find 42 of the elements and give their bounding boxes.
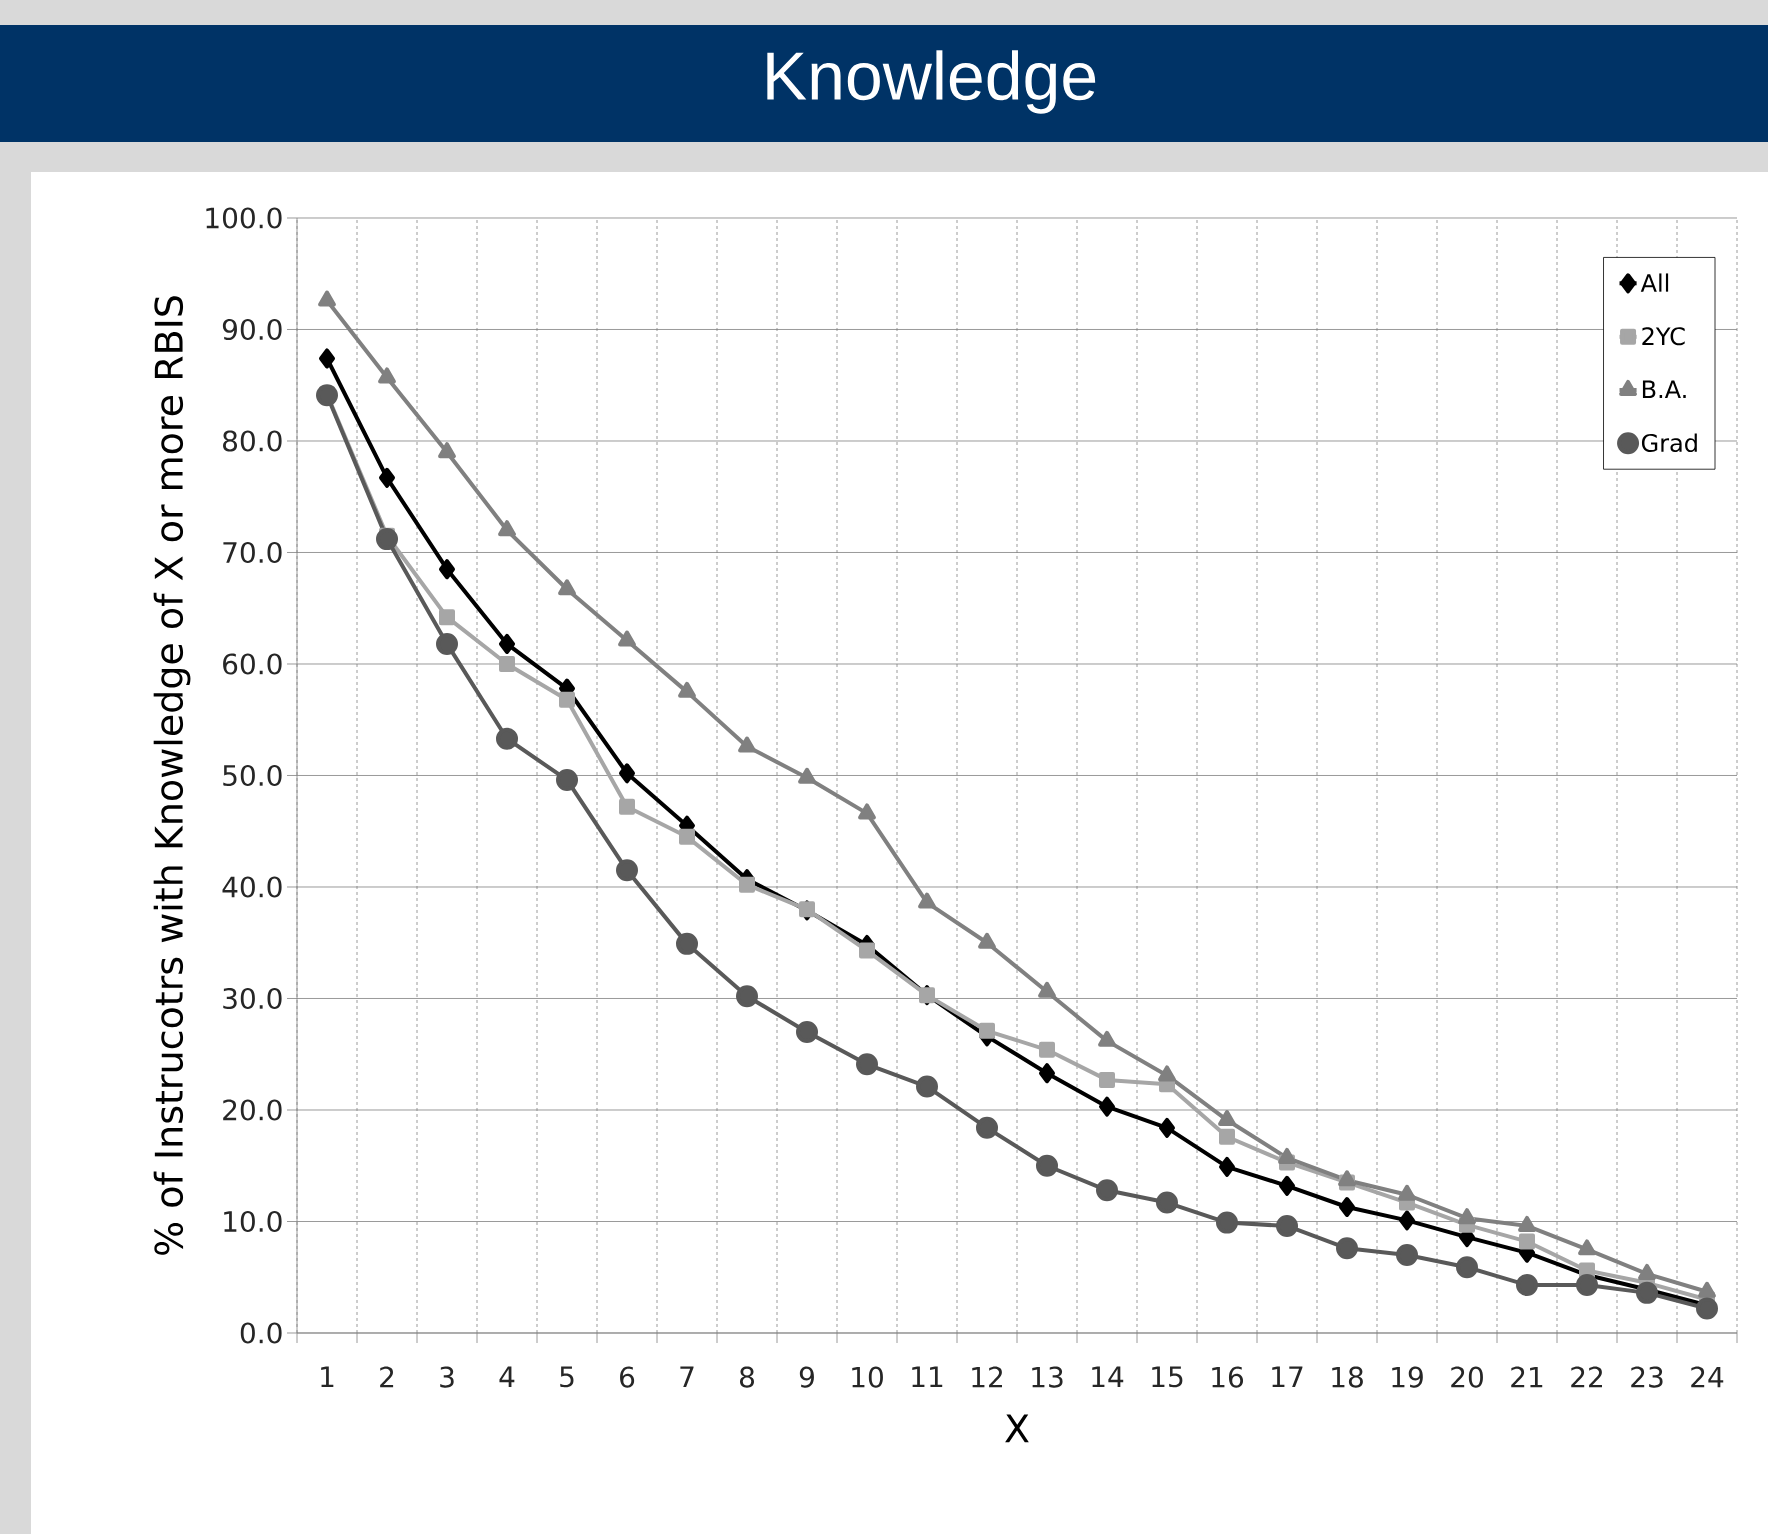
x-tick-label: 14 <box>1092 1366 1124 1387</box>
y-tick-label: 70.0 <box>223 541 282 564</box>
x-tick-label: 1 <box>321 1366 334 1387</box>
legend-label: Grad <box>1641 433 1697 453</box>
x-tick-label: 18 <box>1332 1366 1363 1388</box>
y-tick-label: 60.0 <box>223 653 282 675</box>
x-tick-label: 23 <box>1631 1366 1663 1388</box>
x-tick-label: 24 <box>1691 1366 1724 1388</box>
legend-label: B.A. <box>1642 380 1686 398</box>
y-tick-label: 0.0 <box>240 1322 282 1344</box>
x-tick-label: 8 <box>739 1366 754 1388</box>
y-tick-label: 100.0 <box>206 207 282 229</box>
y-tick-label: 20.0 <box>223 1099 282 1121</box>
x-tick-label: 19 <box>1392 1366 1423 1388</box>
x-tick-label: 10 <box>852 1366 883 1388</box>
x-tick-label: 4 <box>499 1366 515 1387</box>
x-tick-label: 22 <box>1571 1366 1602 1388</box>
y-tick-label: 30.0 <box>223 987 282 1010</box>
x-tick-label: 6 <box>620 1366 635 1388</box>
chart-title: Knowledge <box>767 50 1096 114</box>
x-tick-label: 20 <box>1451 1366 1483 1388</box>
x-axis-title: X <box>1005 1414 1029 1443</box>
y-tick-label: 90.0 <box>222 318 282 341</box>
x-tick-label: 21 <box>1511 1366 1543 1388</box>
x-tick-label: 15 <box>1152 1366 1183 1388</box>
y-tick-label: 50.0 <box>223 764 282 787</box>
y-axis-title: % of Instrucotrs with Knowledge of X or more RBIS <box>153 296 191 1255</box>
x-tick-label: 2 <box>380 1366 394 1388</box>
y-tick-label: 80.0 <box>223 430 282 452</box>
y-tick-label: 40.0 <box>222 876 282 898</box>
x-tick-label: 9 <box>799 1366 814 1388</box>
x-tick-label: 11 <box>912 1366 943 1387</box>
y-tick-label: 10.0 <box>224 1210 282 1233</box>
x-tick-label: 17 <box>1272 1366 1303 1387</box>
x-tick-label: 5 <box>560 1366 574 1388</box>
x-tick-label: 3 <box>440 1366 454 1388</box>
x-tick-label: 12 <box>972 1366 1003 1388</box>
x-tick-label: 7 <box>680 1366 694 1387</box>
legend-label: 2YC <box>1642 327 1685 346</box>
x-tick-label: 13 <box>1032 1366 1063 1388</box>
legend-label: All <box>1640 273 1669 292</box>
x-tick-label: 16 <box>1212 1366 1244 1388</box>
